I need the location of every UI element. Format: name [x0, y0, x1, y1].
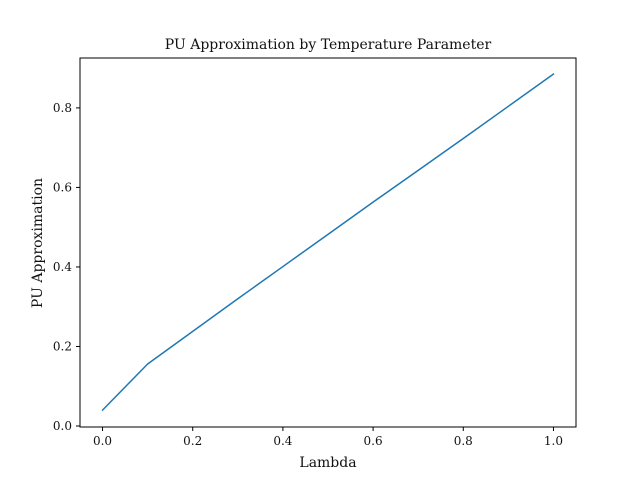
- x-tick-label: 0.0: [93, 434, 112, 448]
- x-tick-label: 0.8: [454, 434, 473, 448]
- y-axis-ticks: 0.0 0.2 0.4 0.6 0.8: [53, 101, 80, 433]
- y-tick-label: 0.2: [53, 339, 72, 353]
- x-tick-label: 0.4: [273, 434, 292, 448]
- x-axis-label: Lambda: [299, 455, 356, 471]
- series-layer: [101, 73, 555, 412]
- y-tick-label: 0.6: [53, 180, 72, 194]
- x-tick-label: 1.0: [544, 434, 563, 448]
- plot-frame: [79, 57, 577, 428]
- y-tick-label: 0.8: [53, 101, 72, 115]
- x-axis-ticks: 0.0 0.2 0.4 0.6 0.8 1.0: [93, 427, 563, 448]
- y-axis-label: PU Approximation: [30, 178, 46, 308]
- x-tick-label: 0.6: [364, 434, 383, 448]
- plot-area: 0.0 0.2 0.4 0.6 0.8 1.0 0.0 0.2 0.4 0.6 0.8: [53, 57, 577, 448]
- y-tick-label: 0.4: [53, 260, 72, 274]
- chart-title: PU Approximation by Temperature Paramete…: [165, 37, 492, 53]
- series-line-0: [101, 73, 555, 412]
- y-tick-label: 0.0: [53, 419, 72, 433]
- x-tick-label: 0.2: [183, 434, 202, 448]
